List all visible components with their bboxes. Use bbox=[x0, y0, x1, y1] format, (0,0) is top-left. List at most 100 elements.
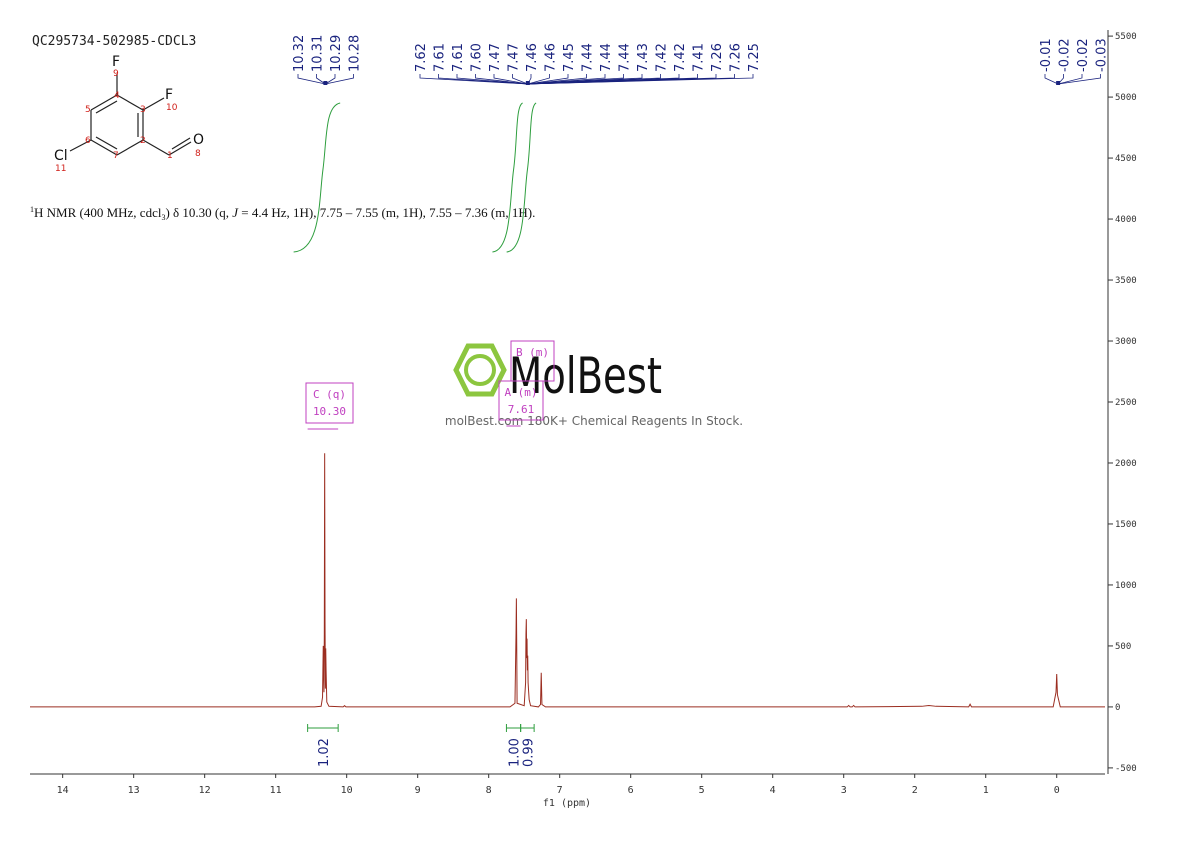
peak-marker bbox=[323, 81, 328, 85]
peak-connector bbox=[527, 74, 754, 85]
peak-label: 7.42 bbox=[655, 43, 670, 72]
bond bbox=[171, 137, 191, 150]
x-tick-label: 8 bbox=[486, 785, 492, 796]
y-tick-label: 2500 bbox=[1115, 398, 1137, 408]
peak-label: 7.26 bbox=[710, 43, 725, 72]
x-tick-label: 13 bbox=[128, 785, 140, 796]
x-tick-label: 6 bbox=[628, 785, 634, 796]
bond bbox=[142, 97, 165, 111]
x-tick-label: 9 bbox=[415, 785, 421, 796]
y-tick-label: 1000 bbox=[1115, 581, 1137, 591]
multiplet-shift: 7.61 bbox=[508, 403, 535, 416]
atom-label: F bbox=[165, 87, 173, 103]
integral-value: 1.02 bbox=[317, 738, 332, 767]
y-tick-label: 5500 bbox=[1115, 32, 1137, 42]
bond bbox=[90, 139, 118, 156]
atom-labels: F F Cl O bbox=[54, 54, 204, 164]
y-tick-label: 1500 bbox=[1115, 520, 1137, 530]
integral-value: 0.99 bbox=[521, 738, 536, 767]
bond bbox=[95, 100, 118, 114]
text: J bbox=[232, 205, 239, 220]
bond bbox=[116, 94, 144, 111]
peak-connector bbox=[527, 74, 587, 85]
atom-number: 1 bbox=[167, 151, 173, 161]
integral-value: 1.00 bbox=[508, 738, 523, 767]
atom-label: Cl bbox=[54, 148, 68, 164]
x-tick-label: 4 bbox=[770, 785, 776, 796]
peak-label: 10.29 bbox=[329, 35, 344, 72]
multiplet-shift: 10.30 bbox=[313, 405, 346, 418]
logo-text: MolBest bbox=[509, 347, 662, 405]
atom-number: 11 bbox=[55, 164, 66, 174]
integral-curve bbox=[506, 102, 537, 253]
y-tick-label: 2000 bbox=[1115, 459, 1137, 469]
peak-label: -0.01 bbox=[1039, 38, 1054, 72]
peak-connector bbox=[419, 74, 528, 85]
atom-number: 3 bbox=[140, 105, 146, 115]
peak-label: 7.44 bbox=[599, 43, 614, 72]
x-tick-label: 7 bbox=[557, 785, 563, 796]
x-tick-label: 14 bbox=[57, 785, 69, 796]
bond bbox=[168, 141, 192, 156]
peak-marker bbox=[1056, 81, 1061, 85]
peak-label: 7.44 bbox=[581, 43, 596, 72]
atom-number: 7 bbox=[113, 151, 119, 161]
peak-label: 7.61 bbox=[451, 43, 466, 72]
peak-label: -0.02 bbox=[1076, 38, 1091, 72]
y-tick-label: 3500 bbox=[1115, 276, 1137, 286]
atom-number: 4 bbox=[114, 91, 120, 101]
peak-connector bbox=[493, 74, 528, 85]
watermark: MolBest molBest.com 180K+ Chemical Reage… bbox=[445, 343, 743, 428]
peak-connector bbox=[475, 74, 528, 85]
bond bbox=[69, 139, 92, 152]
nmr-description: 1H NMR (400 MHz, cdcl3) δ 10.30 (q, J = … bbox=[30, 205, 535, 222]
y-tick-label: 500 bbox=[1115, 642, 1131, 652]
bond bbox=[90, 94, 118, 111]
text: = 4.4 Hz, 1H), 7.75 – 7.55 (m, 1H), 7.55… bbox=[238, 205, 535, 220]
peak-label: 7.42 bbox=[673, 43, 688, 72]
subscript: 3 bbox=[161, 213, 165, 222]
y-tick-label: 4000 bbox=[1115, 215, 1137, 225]
peak-connector bbox=[1058, 74, 1083, 85]
bond bbox=[95, 136, 118, 150]
x-tick-label: 0 bbox=[1054, 785, 1060, 796]
y-tick-label: 4500 bbox=[1115, 154, 1137, 164]
x-tick-label: 11 bbox=[270, 785, 282, 796]
x-tick-label: 10 bbox=[341, 785, 353, 796]
atom-number: 9 bbox=[113, 69, 119, 79]
peak-label: 7.60 bbox=[470, 43, 485, 72]
peak-connector bbox=[512, 74, 528, 85]
peak-connector bbox=[527, 74, 569, 85]
x-axis-label: f1 (ppm) bbox=[543, 798, 591, 809]
peak-connector bbox=[325, 74, 336, 85]
chart-title: QC295734-502985-CDCL3 bbox=[32, 34, 196, 49]
atom-number: 6 bbox=[85, 136, 91, 146]
y-tick-label: 5000 bbox=[1115, 93, 1137, 103]
peak-label: 7.62 bbox=[414, 43, 429, 72]
peak-label: 7.43 bbox=[636, 43, 651, 72]
peak-label: 7.47 bbox=[488, 43, 503, 72]
peak-connector bbox=[438, 74, 528, 85]
y-tick-label: -500 bbox=[1115, 764, 1137, 774]
x-tick-label: 2 bbox=[912, 785, 918, 796]
multiplet-label: B (m) bbox=[516, 346, 549, 359]
peak-connector bbox=[297, 74, 326, 85]
y-tick-label: 3000 bbox=[1115, 337, 1137, 347]
atom-number: 2 bbox=[140, 136, 146, 146]
atom-numbers: 9 10 11 8 1 2 3 4 5 6 7 bbox=[55, 69, 201, 174]
atom-label: F bbox=[112, 54, 120, 70]
x-tick-label: 3 bbox=[841, 785, 847, 796]
peak-label: 7.45 bbox=[562, 43, 577, 72]
peak-connector bbox=[527, 74, 550, 85]
peak-label: 7.61 bbox=[433, 43, 448, 72]
multiplet-box bbox=[510, 340, 555, 382]
peak-label: 10.31 bbox=[311, 35, 326, 72]
peak-connector bbox=[456, 74, 528, 85]
x-tick-label: 5 bbox=[699, 785, 705, 796]
multiplet-label: A (m) bbox=[504, 386, 537, 399]
peak-label: 7.26 bbox=[729, 43, 744, 72]
integral-curve bbox=[293, 102, 341, 253]
logo-tagline: molBest.com 180K+ Chemical Reagents In S… bbox=[445, 414, 743, 428]
atom-number: 10 bbox=[166, 103, 178, 113]
